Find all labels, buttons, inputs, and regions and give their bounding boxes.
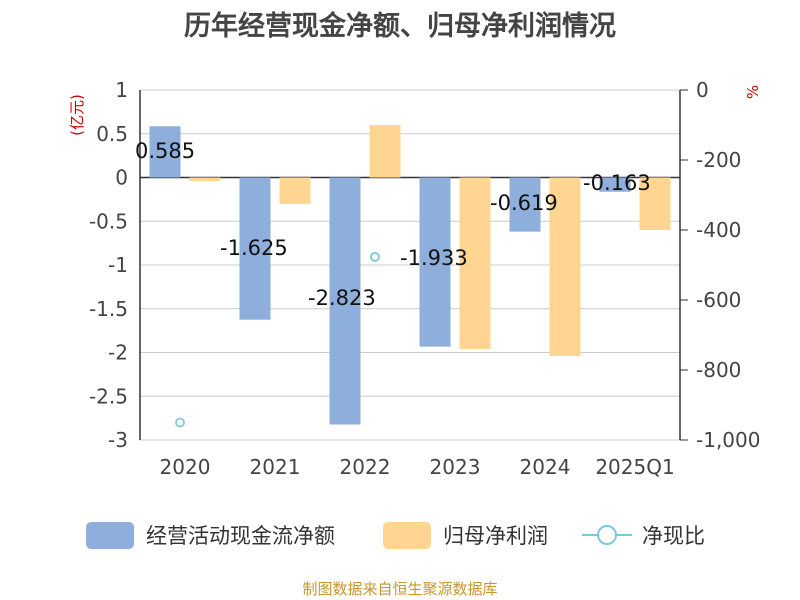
legend-swatch-cash-flow xyxy=(86,522,134,549)
bar-cash-flow xyxy=(329,177,361,425)
left-axis-unit: (亿元) xyxy=(68,94,86,136)
left-tick-label: 0 xyxy=(115,166,128,190)
ratio-marker xyxy=(370,252,380,262)
legend-label-ratio: 净现比 xyxy=(642,524,705,548)
left-tick-label: -3 xyxy=(108,428,128,452)
bar-cash-flow xyxy=(509,177,541,232)
bar-net-profit xyxy=(639,177,671,230)
bar-net-profit xyxy=(549,177,581,356)
bar-net-profit xyxy=(459,177,491,349)
bar-net-profit xyxy=(189,177,221,181)
source-note: 制图数据来自恒生聚源数据库 xyxy=(302,580,498,598)
x-tick-label: 2023 xyxy=(430,455,481,479)
data-label-cash-flow: -0.619 xyxy=(490,191,558,215)
x-tick-label: 2024 xyxy=(520,455,571,479)
chart-title: 历年经营现金净额、归母净利润情况 xyxy=(184,11,616,42)
right-tick-label: -400 xyxy=(696,218,741,242)
left-tick-label: -0.5 xyxy=(89,209,128,233)
left-tick-label: 1 xyxy=(115,78,128,102)
bar-net-profit xyxy=(369,125,401,178)
data-label-cash-flow: -1.933 xyxy=(400,246,468,270)
left-tick-label: 0.5 xyxy=(96,122,128,146)
right-tick-label: -200 xyxy=(696,148,741,172)
bar-cash-flow xyxy=(239,177,271,320)
x-tick-label: 2021 xyxy=(250,455,301,479)
legend-marker-ratio xyxy=(597,525,617,545)
data-label-cash-flow: -2.823 xyxy=(308,286,376,310)
legend-swatch-net-profit xyxy=(383,522,431,549)
left-tick-label: -2 xyxy=(108,341,128,365)
right-axis-unit: % xyxy=(744,85,762,99)
legend-label-net-profit: 归母净利润 xyxy=(443,524,548,548)
data-label-cash-flow: -1.625 xyxy=(220,236,288,260)
data-label-cash-flow: -0.163 xyxy=(583,171,651,195)
bar-cash-flow xyxy=(599,177,631,192)
legend-label-cash-flow: 经营活动现金流净额 xyxy=(146,524,335,548)
left-tick-label: -1 xyxy=(108,253,128,277)
right-tick-label: 0 xyxy=(696,78,709,102)
x-tick-label: 2022 xyxy=(340,455,391,479)
ratio-marker xyxy=(175,417,185,428)
right-tick-label: -600 xyxy=(696,288,741,312)
left-tick-label: -2.5 xyxy=(89,384,128,408)
data-label-cash-flow: 0.585 xyxy=(135,139,195,163)
right-tick-label: -1,000 xyxy=(696,428,760,452)
right-tick-label: -800 xyxy=(696,358,741,382)
bar-cash-flow xyxy=(419,177,451,347)
bar-net-profit xyxy=(279,177,311,204)
left-tick-label: -1.5 xyxy=(89,297,128,321)
bar-cash-flow xyxy=(149,126,181,178)
x-tick-label: 2020 xyxy=(160,455,211,479)
x-tick-label: 2025Q1 xyxy=(595,455,674,479)
